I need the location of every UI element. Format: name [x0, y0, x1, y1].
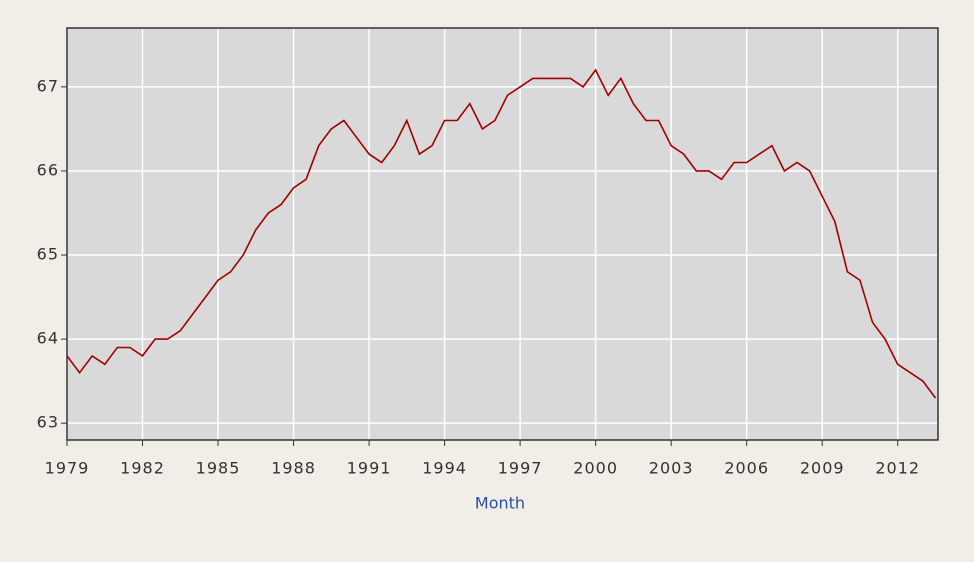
y-tick-label: 67 — [37, 76, 59, 95]
x-tick-label: 1994 — [422, 459, 467, 478]
y-tick-label: 63 — [37, 413, 59, 432]
x-tick-label: 2000 — [573, 459, 618, 478]
plot-area — [67, 28, 938, 440]
x-tick-label: 1985 — [196, 459, 241, 478]
x-tick-label: 2003 — [649, 459, 694, 478]
x-tick-label: 1979 — [45, 459, 90, 478]
plot-border — [66, 27, 939, 441]
x-tick-label: 2006 — [724, 459, 769, 478]
x-axis-label: Month — [475, 494, 525, 513]
x-tick-label: 2012 — [875, 459, 920, 478]
x-tick-label: 2009 — [800, 459, 845, 478]
y-tick-label: 65 — [37, 245, 59, 264]
data-line — [66, 68, 937, 399]
y-tick-label: 64 — [37, 329, 59, 348]
x-tick-label: 1997 — [498, 459, 543, 478]
x-tick-label: 1991 — [347, 459, 392, 478]
x-tick-label: 1988 — [271, 459, 316, 478]
y-tick-label: 66 — [37, 160, 59, 179]
x-tick-label: 1982 — [120, 459, 165, 478]
